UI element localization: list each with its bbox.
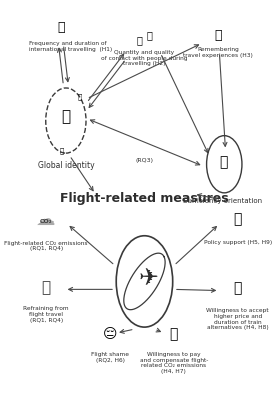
Text: Willingness to pay
and compensate flight-
related CO₂ emissions
(H4, H7): Willingness to pay and compensate flight… [140, 352, 208, 374]
Text: 😔: 😔 [103, 327, 117, 341]
Text: ✋: ✋ [42, 280, 51, 295]
Text: (RQ3): (RQ3) [135, 158, 153, 163]
Text: Refraining from
flight travel
(RQ1, RQ4): Refraining from flight travel (RQ1, RQ4) [24, 306, 69, 323]
Text: 👤: 👤 [78, 94, 82, 100]
Text: 🤝: 🤝 [170, 327, 178, 341]
Text: Flight shame
(RQ2, H6): Flight shame (RQ2, H6) [91, 352, 129, 362]
Text: 🌀: 🌀 [219, 155, 227, 169]
Text: CO₂: CO₂ [40, 219, 52, 224]
Text: Quantity and quality
of contact with people during
travelling (H2): Quantity and quality of contact with peo… [101, 50, 188, 66]
Text: 🏛: 🏛 [234, 212, 242, 226]
Text: 🌍: 🌍 [61, 109, 70, 124]
Text: 👥: 👥 [137, 35, 142, 45]
Text: Sufficiency orientation: Sufficiency orientation [183, 198, 263, 204]
Text: Remembering
travel experiences (H3): Remembering travel experiences (H3) [183, 47, 253, 58]
Text: Global identity: Global identity [38, 161, 94, 170]
Text: 🧠: 🧠 [214, 29, 222, 42]
Text: Flight-related measures: Flight-related measures [60, 192, 229, 204]
Text: 💬: 💬 [147, 30, 152, 40]
Text: Willingness to accept
higher price and
duration of train
alternatives (H4, H8): Willingness to accept higher price and d… [206, 308, 269, 330]
Text: Policy support (H5, H9): Policy support (H5, H9) [204, 240, 272, 245]
Text: Flight-related CO₂ emissions
(RQ1, RQ4): Flight-related CO₂ emissions (RQ1, RQ4) [4, 240, 88, 251]
Text: Frequency and duration of
international travelling  (H1): Frequency and duration of international … [29, 41, 112, 52]
Text: 👤: 👤 [60, 147, 64, 154]
Text: ☁: ☁ [37, 210, 56, 228]
Text: ✈: ✈ [139, 266, 159, 290]
Text: 🚆: 🚆 [234, 281, 242, 295]
Text: 🔄: 🔄 [57, 21, 65, 34]
